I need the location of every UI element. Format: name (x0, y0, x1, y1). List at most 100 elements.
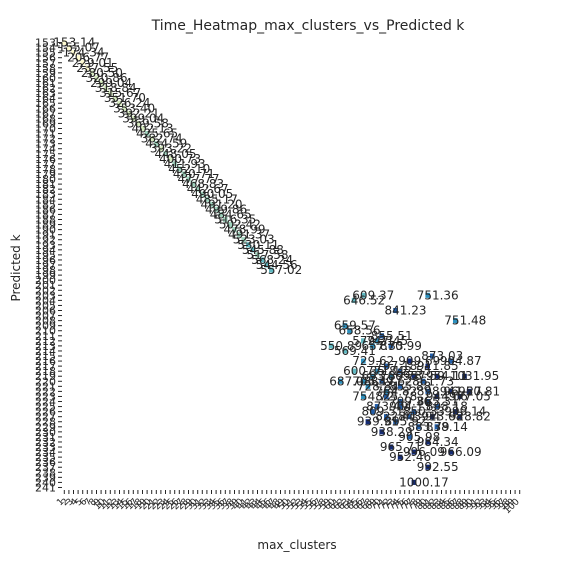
heatmap-cell (434, 373, 440, 379)
cell-value-label: 468.83 (182, 177, 224, 191)
x-tick-label: 6 (78, 497, 89, 508)
heatmap-cell (209, 201, 214, 207)
y-tick-label: 153 (35, 37, 56, 50)
heatmap-cell (416, 424, 421, 430)
y-tick-label: 193 (35, 239, 56, 252)
cell-value-label: 600.35 (343, 364, 385, 378)
heatmap-cell (269, 267, 274, 273)
heatmap-cell (434, 424, 440, 430)
cell-value-label: 797.18 (375, 359, 417, 373)
y-tick-label: 234 (35, 446, 56, 459)
cell-value-label: 485.17 (196, 192, 238, 206)
heatmap-cell (213, 206, 219, 212)
y-tick-label: 183 (35, 188, 56, 201)
cell-value-label: 747.45 (366, 334, 408, 348)
y-tick-label: 233 (35, 441, 56, 454)
heatmap-cells (62, 40, 472, 485)
cell-value-label: 705.47 (352, 374, 394, 388)
y-tick-label: 211 (35, 330, 56, 343)
cell-value-label: 825.78 (375, 389, 417, 403)
heatmap-cell (388, 444, 394, 450)
cell-value-label: 609.37 (352, 288, 394, 302)
cell-value-label: 693.39 (362, 369, 404, 383)
cell-value-label: 950.81 (458, 384, 500, 398)
heatmap-cell (384, 363, 389, 369)
cell-value-label: 315.67 (99, 86, 141, 100)
heatmap-cell (361, 292, 366, 298)
cell-value-label: 966.09 (440, 445, 482, 459)
heatmap-cell (223, 216, 228, 223)
cell-value-label: 952.46 (389, 450, 431, 464)
heatmap-cell (411, 449, 417, 455)
y-tick-label: 213 (35, 340, 56, 353)
cell-value-label: 771.12 (366, 364, 408, 378)
cell-value-label: 873.49 (366, 400, 408, 414)
x-tick-label: 5 (74, 497, 85, 508)
cell-value-label: 490.05 (191, 187, 233, 201)
heatmap-cell (158, 146, 164, 152)
heatmap-cell (425, 388, 430, 394)
y-tick-label: 197 (35, 259, 56, 272)
cell-value-label: 822.41 (375, 410, 417, 424)
y-tick-label: 177 (35, 158, 56, 171)
cell-value-label: 477.77 (178, 172, 220, 186)
cell-value-label: 938.29 (371, 425, 413, 439)
heatmap-cell (448, 388, 453, 394)
cell-value-label: 353.40 (113, 101, 155, 115)
cell-value-label: 838.14 (426, 420, 468, 434)
heatmap-cell (453, 409, 458, 415)
y-tick-label: 163 (35, 87, 56, 100)
y-tick-label: 166 (35, 102, 56, 115)
cell-value-label: 516.35 (214, 212, 256, 226)
y-tick-label: 205 (35, 299, 56, 312)
heatmap-cell (62, 40, 67, 46)
heatmap-cell (135, 120, 141, 126)
cell-value-label: 954.11 (426, 369, 468, 383)
cell-value-label: 865.31 (417, 395, 459, 409)
cell-value-label: 155.07 (58, 41, 100, 55)
y-tick-label: 188 (35, 213, 56, 226)
cell-value-label: 425.65 (136, 127, 178, 141)
heatmap-cell (411, 373, 417, 379)
heatmap-cell (411, 409, 417, 415)
y-tick-label: 219 (35, 370, 56, 383)
cell-value-label: 928.82 (449, 410, 491, 424)
cell-value-label: 977.05 (449, 389, 491, 403)
heatmap-cell (117, 100, 122, 106)
cell-value-label: 1000.17 (399, 475, 449, 489)
heatmap-cell (434, 393, 440, 399)
cell-value-label: 843.94 (398, 410, 440, 424)
x-axis-label: max_clusters (257, 538, 336, 552)
heatmap-cell (374, 368, 380, 374)
cell-value-label: 898.96 (417, 384, 459, 398)
heatmap-cell (425, 363, 430, 369)
y-tick-label: 231 (35, 431, 56, 444)
y-tick-label: 223 (35, 390, 56, 403)
heatmap-cell (144, 131, 150, 137)
heatmap-cell (430, 353, 435, 359)
heatmap-cell (342, 348, 348, 354)
x-axis-ticks: 1234567891011121314151617181920212223242… (55, 490, 522, 516)
cell-value-label: 491.20 (201, 197, 243, 211)
cell-value-label: 898.18 (426, 400, 468, 414)
heatmap-cell (351, 368, 357, 374)
cell-value-label: 870.99 (380, 339, 422, 353)
heatmap-cell (425, 439, 430, 445)
cell-value-label: 941.27 (440, 384, 482, 398)
cell-value-label: 320.86 (86, 71, 128, 85)
cell-value-label: 430.71 (173, 167, 215, 181)
heatmap-cell (80, 60, 85, 66)
y-tick-label: 238 (35, 466, 56, 479)
heatmap-cell (370, 343, 375, 349)
heatmap-cell (167, 156, 173, 162)
cell-value-label: 729.62 (352, 354, 394, 368)
y-tick-label: 160 (35, 72, 56, 85)
cell-value-label: 299.04 (90, 76, 132, 90)
heatmap-cell (149, 136, 154, 142)
heatmap-cell (351, 297, 357, 303)
y-tick-label: 232 (35, 436, 56, 449)
heatmap-cell (255, 252, 260, 258)
cell-value-label: 393.22 (150, 142, 192, 156)
heatmap-cell (379, 429, 384, 435)
heatmap-cell (379, 378, 384, 384)
